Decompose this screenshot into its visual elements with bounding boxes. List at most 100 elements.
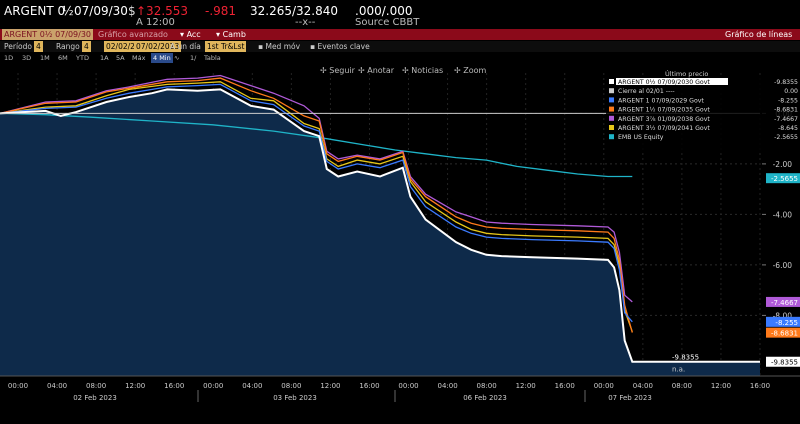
price-source: Source CBBT (355, 17, 420, 28)
value-tag-4 (766, 356, 800, 367)
range-button-2[interactable]: 1M (40, 54, 50, 62)
range-value[interactable]: 4 (82, 41, 91, 52)
date-to[interactable]: 07/02/2023 (134, 41, 182, 52)
range-button-9[interactable]: ∿ (174, 54, 180, 62)
price-change: -.981 (205, 4, 237, 18)
security-ticker[interactable]: ARGENT 0 (4, 4, 66, 18)
key-events[interactable]: ▪ Eventos clave (310, 42, 370, 51)
date-label: 02 Feb 2023 (73, 394, 117, 402)
x-axis: 00:00 04:00 08:00 12:00 16:00 00:00 04:00 08:00… (0, 375, 800, 402)
x-tick-label: 00:00 (203, 382, 223, 390)
x-tick-label: 08:00 (86, 382, 106, 390)
chart-controls: Período 4 Rango 4 02/02/2023 07/02/2023 … (0, 41, 800, 52)
x-tick-label: 16:00 (555, 382, 575, 390)
value-tag-label-2: -8.255 (775, 319, 798, 327)
quote-time: A 12:00 (136, 17, 175, 28)
date-from[interactable]: 02/02/2023 (104, 41, 152, 52)
last-price: ↑32.553 (136, 4, 189, 18)
y-tick-label: -4.00 (773, 210, 793, 219)
range-button-11[interactable]: Tabla (204, 54, 221, 62)
range-button-6[interactable]: 5A (116, 54, 125, 62)
legend-value-5: -8.645 (778, 125, 798, 132)
value-tag-label-0: -2.5655 (771, 175, 798, 183)
y-tick-label: -8.00 (773, 311, 793, 320)
area-fill (0, 89, 760, 376)
toolbar-seguir[interactable]: ✢ Seguir (320, 66, 356, 75)
bid-ask-sizes: --x-- (295, 17, 316, 28)
legend-swatch-6 (609, 134, 614, 140)
range-button-0[interactable]: 1D (4, 54, 14, 62)
x-tick-label: 04:00 (437, 382, 457, 390)
chart-canvas[interactable]: ✢ Seguir✢ Anotar✢ Noticias✢ Zoom+ Datos … (0, 55, 800, 420)
security-header: ARGENT 0 ½ 07/09/30 $ ↑32.553 -.981 32.2… (0, 0, 800, 30)
chart-series (0, 74, 760, 363)
legend-bg (606, 78, 800, 151)
range-label: Rango (56, 42, 80, 51)
legend-swatch-2 (609, 97, 614, 103)
x-tick-label: 16:00 (164, 382, 184, 390)
x-tick-label: 12:00 (516, 382, 536, 390)
toolbar-noticias[interactable]: ✢ Noticias (402, 66, 443, 75)
series-line-0 (0, 112, 633, 178)
security-fraction: ½ (62, 4, 74, 18)
date-label: 06 Feb 2023 (463, 394, 507, 402)
legend-label-6: EMB US Equity (618, 134, 664, 141)
last-value-select[interactable]: 1st Tr&Lst (205, 41, 247, 52)
legend-label-4: ARGENT 3⅞ 01/09/2038 Govt (618, 116, 710, 123)
period-value[interactable]: 4 (34, 41, 43, 52)
series-line-1 (0, 74, 633, 303)
legend-value-4: -7.4667 (774, 116, 798, 123)
toolbar-anotar[interactable]: ✢ Anotar (358, 66, 395, 75)
yield-pair: .000/.000 (355, 4, 413, 18)
range-button-1[interactable]: 3D (22, 54, 32, 62)
caret-down-icon: ▾ (216, 30, 223, 39)
end-value-label: -9.8355 (672, 354, 699, 362)
range-button-5[interactable]: 1A (100, 54, 109, 62)
y-tick-label: -6.00 (773, 261, 793, 270)
period-label: Período (4, 42, 32, 51)
range-button-3[interactable]: 6M (58, 54, 68, 62)
range-button-7[interactable]: Máx (132, 54, 146, 62)
value-tag-2 (766, 316, 800, 327)
x-tick-label: 00:00 (594, 382, 614, 390)
line-chart[interactable]: ✢ Seguir✢ Anotar✢ Noticias✢ Zoom+ Datos … (0, 55, 800, 420)
legend-label-2: ARGENT 1 07/09/2029 Govt (618, 97, 704, 104)
x-tick-label: 00:00 (398, 382, 418, 390)
actions-label[interactable]: Gráfico avanzado (98, 30, 168, 39)
x-tick-label: 00:00 (8, 382, 28, 390)
x-tick-label: 16:00 (359, 382, 379, 390)
legend-label-5: ARGENT 3½ 07/09/2041 Govt (618, 124, 710, 132)
legend-swatch-5 (609, 125, 614, 130)
legend-title: Último precio (665, 69, 708, 78)
date-label: 07 Feb 2023 (608, 394, 652, 402)
a-un-dia[interactable]: A un día (170, 42, 201, 51)
range-button-8[interactable]: 4 Min (151, 53, 173, 63)
legend-swatch-4 (609, 115, 614, 121)
checkbox-icon: ▪ (258, 42, 266, 51)
value-tag-3 (766, 327, 800, 338)
x-tick-label: 08:00 (477, 382, 497, 390)
legend-label-0: ARGENT 0½ 07/09/2030 Govt (618, 78, 710, 86)
price-prefix: $ (128, 4, 136, 18)
x-tick-label: 12:00 (320, 382, 340, 390)
x-tick-label: 12:00 (711, 382, 731, 390)
range-button-4[interactable]: YTD (76, 54, 89, 62)
toolbar-zoom[interactable]: ✢ Zoom (454, 66, 487, 75)
legend-value-3: -8.6831 (774, 107, 798, 114)
acc-menu[interactable]: ▾ Acc (180, 30, 201, 39)
bid-ask: 32.265/32.840 (250, 4, 339, 18)
camb-menu[interactable]: ▾ Camb (216, 30, 246, 39)
range-button-10[interactable]: 1/ (190, 54, 197, 62)
moving-average[interactable]: ▪ Med móv (258, 42, 301, 51)
legend-highlight (616, 78, 728, 85)
caret-down-icon: ▾ (180, 30, 187, 39)
range-buttons: 1D 3D 1M 6M YTD 1A 5A Máx 4 Min ∿ 1/Tabla (0, 53, 800, 63)
checkbox-icon: ▪ (310, 42, 318, 51)
x-tick-label: 04:00 (633, 382, 653, 390)
legend-value-0: -9.8355 (774, 79, 798, 86)
legend-swatch-0 (609, 79, 614, 84)
legend-value-1: 0.00 (784, 88, 798, 95)
value-tag-label-4: -9.8355 (771, 359, 798, 367)
security-field[interactable]: ARGENT 0½ 07/09/30 (2, 29, 94, 40)
value-tag-1 (766, 296, 800, 307)
